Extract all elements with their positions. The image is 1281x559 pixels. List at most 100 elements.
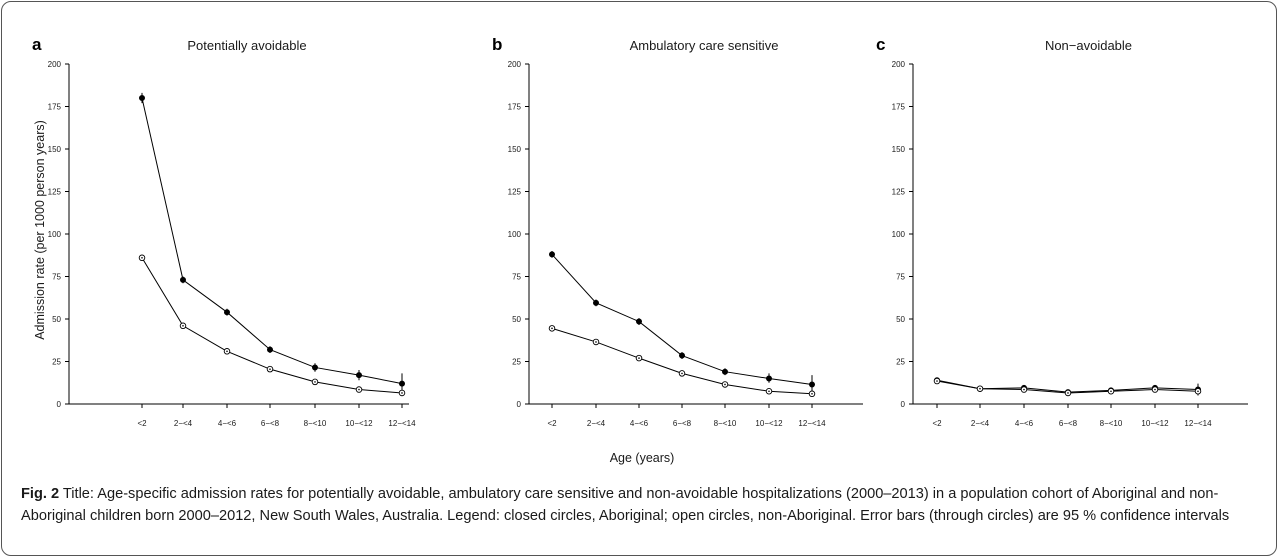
x-tick-label: 10−<12 bbox=[1141, 419, 1169, 428]
x-tick-label: 6−<8 bbox=[1059, 419, 1078, 428]
x-axis-label: Age (years) bbox=[610, 451, 675, 465]
y-tick-label: 25 bbox=[896, 358, 905, 367]
figure-caption: Fig. 2 Title: Age-specific admission rat… bbox=[21, 484, 1266, 527]
x-tick-label: 4−<6 bbox=[218, 419, 237, 428]
data-point-open-center bbox=[269, 368, 271, 370]
y-tick-label: 125 bbox=[508, 188, 522, 197]
data-point-closed bbox=[809, 381, 816, 388]
x-tick-label: 2−<4 bbox=[174, 419, 193, 428]
y-tick-label: 150 bbox=[508, 145, 522, 154]
y-tick-label: 25 bbox=[512, 358, 521, 367]
x-tick-label: 12−<14 bbox=[798, 419, 826, 428]
y-tick-label: 200 bbox=[508, 60, 522, 69]
data-point-open-center bbox=[1154, 388, 1156, 391]
x-tick-label: 10−<12 bbox=[345, 419, 373, 428]
y-tick-label: 150 bbox=[48, 145, 62, 154]
data-point-closed bbox=[138, 95, 145, 102]
y-tick-label: 175 bbox=[48, 103, 62, 112]
y-tick-label: 125 bbox=[892, 188, 906, 197]
y-tick-label: 0 bbox=[901, 400, 906, 409]
data-point-open-center bbox=[314, 381, 316, 383]
y-tick-label: 25 bbox=[52, 358, 61, 367]
x-tick-label: 8−<10 bbox=[714, 419, 737, 428]
data-point-open-center bbox=[551, 327, 553, 330]
data-point-closed bbox=[549, 251, 556, 258]
data-point-open-center bbox=[811, 393, 813, 395]
data-point-open-center bbox=[226, 350, 228, 353]
y-tick-label: 100 bbox=[508, 230, 522, 239]
chart-area: Admission rate (per 1000 person years) A… bbox=[32, 35, 1248, 465]
x-tick-label: 6−<8 bbox=[261, 419, 280, 428]
data-point-open-center bbox=[1110, 390, 1112, 393]
data-point-closed bbox=[593, 299, 600, 306]
y-tick-label: 175 bbox=[508, 103, 522, 112]
x-tick-label: 2−<4 bbox=[587, 419, 606, 428]
data-point-open-center bbox=[768, 390, 770, 393]
x-tick-label: 6−<8 bbox=[673, 419, 692, 428]
panel-title: Ambulatory care sensitive bbox=[630, 38, 779, 53]
y-tick-label: 175 bbox=[892, 103, 906, 112]
panel-a: a Potentially avoidable 0 25 50 75 100 125 150 17… bbox=[32, 35, 416, 428]
x-tick-label: 2−<4 bbox=[971, 419, 990, 428]
data-point-closed bbox=[398, 380, 405, 387]
data-point-open-center bbox=[1067, 392, 1069, 394]
x-tick-label: 8−<10 bbox=[304, 419, 327, 428]
data-point-open-center bbox=[141, 257, 143, 259]
y-tick-label: 0 bbox=[57, 400, 62, 409]
panel-title: Non−avoidable bbox=[1045, 38, 1132, 53]
panel-c: c Non−avoidable 0 25 50 75 100 125 150 175 200 <2 2−… bbox=[876, 35, 1248, 428]
y-tick-label: 150 bbox=[892, 145, 906, 154]
series-line-closed bbox=[551, 254, 813, 385]
data-point-closed bbox=[636, 318, 643, 325]
x-tick-label: 8−<10 bbox=[1100, 419, 1123, 428]
y-tick-label: 50 bbox=[512, 315, 521, 324]
data-point-open-center bbox=[401, 392, 403, 394]
x-tick-label: 4−<6 bbox=[630, 419, 649, 428]
data-point-open-center bbox=[638, 357, 640, 359]
y-tick-label: 200 bbox=[892, 60, 906, 69]
y-tick-label: 75 bbox=[896, 273, 905, 282]
series-line-open bbox=[551, 327, 813, 395]
data-point-open-center bbox=[724, 383, 726, 386]
panel-title: Potentially avoidable bbox=[187, 38, 306, 53]
panel-letter: b bbox=[492, 35, 502, 54]
x-tick-label: 12−<14 bbox=[1184, 419, 1212, 428]
x-tick-label: 12−<14 bbox=[388, 419, 416, 428]
data-point-closed bbox=[266, 346, 273, 353]
data-point-open-center bbox=[936, 380, 938, 382]
y-axis-label: Admission rate (per 1000 person years) bbox=[33, 120, 47, 340]
data-point-open-center bbox=[1023, 388, 1025, 391]
data-point-open-center bbox=[1197, 390, 1199, 393]
caption-lead: Fig. 2 bbox=[21, 486, 60, 502]
x-tick-label: 4−<6 bbox=[1015, 419, 1034, 428]
data-point-open-center bbox=[979, 387, 981, 390]
data-point-closed bbox=[679, 352, 686, 359]
y-tick-label: 75 bbox=[512, 273, 521, 282]
panel-letter: a bbox=[32, 35, 42, 54]
caption-text: Title: Age-specific admission rates for … bbox=[21, 486, 1230, 524]
panel-b: b Ambulatory care sensitive 0 25 50 75 100 125 1… bbox=[492, 35, 863, 428]
y-tick-label: 75 bbox=[52, 273, 61, 282]
x-tick-label: <2 bbox=[547, 419, 557, 428]
panel-letter: c bbox=[876, 35, 885, 54]
data-point-closed bbox=[311, 364, 318, 371]
data-point-closed bbox=[179, 276, 186, 283]
data-point-closed bbox=[355, 372, 362, 379]
y-tick-label: 100 bbox=[892, 230, 906, 239]
y-tick-label: 50 bbox=[896, 315, 905, 324]
series-line-closed bbox=[141, 97, 403, 385]
data-point-closed bbox=[766, 375, 773, 382]
x-tick-label: <2 bbox=[137, 419, 147, 428]
data-point-open-center bbox=[681, 372, 683, 375]
x-tick-label: 10−<12 bbox=[755, 419, 783, 428]
y-tick-label: 100 bbox=[48, 230, 62, 239]
y-tick-label: 50 bbox=[52, 315, 61, 324]
data-point-open-center bbox=[595, 341, 597, 343]
y-tick-label: 125 bbox=[48, 188, 62, 197]
data-point-open-center bbox=[358, 388, 360, 391]
data-point-open-center bbox=[182, 325, 184, 327]
data-point-closed bbox=[722, 368, 729, 375]
y-tick-label: 0 bbox=[517, 400, 522, 409]
y-tick-label: 200 bbox=[48, 60, 62, 69]
